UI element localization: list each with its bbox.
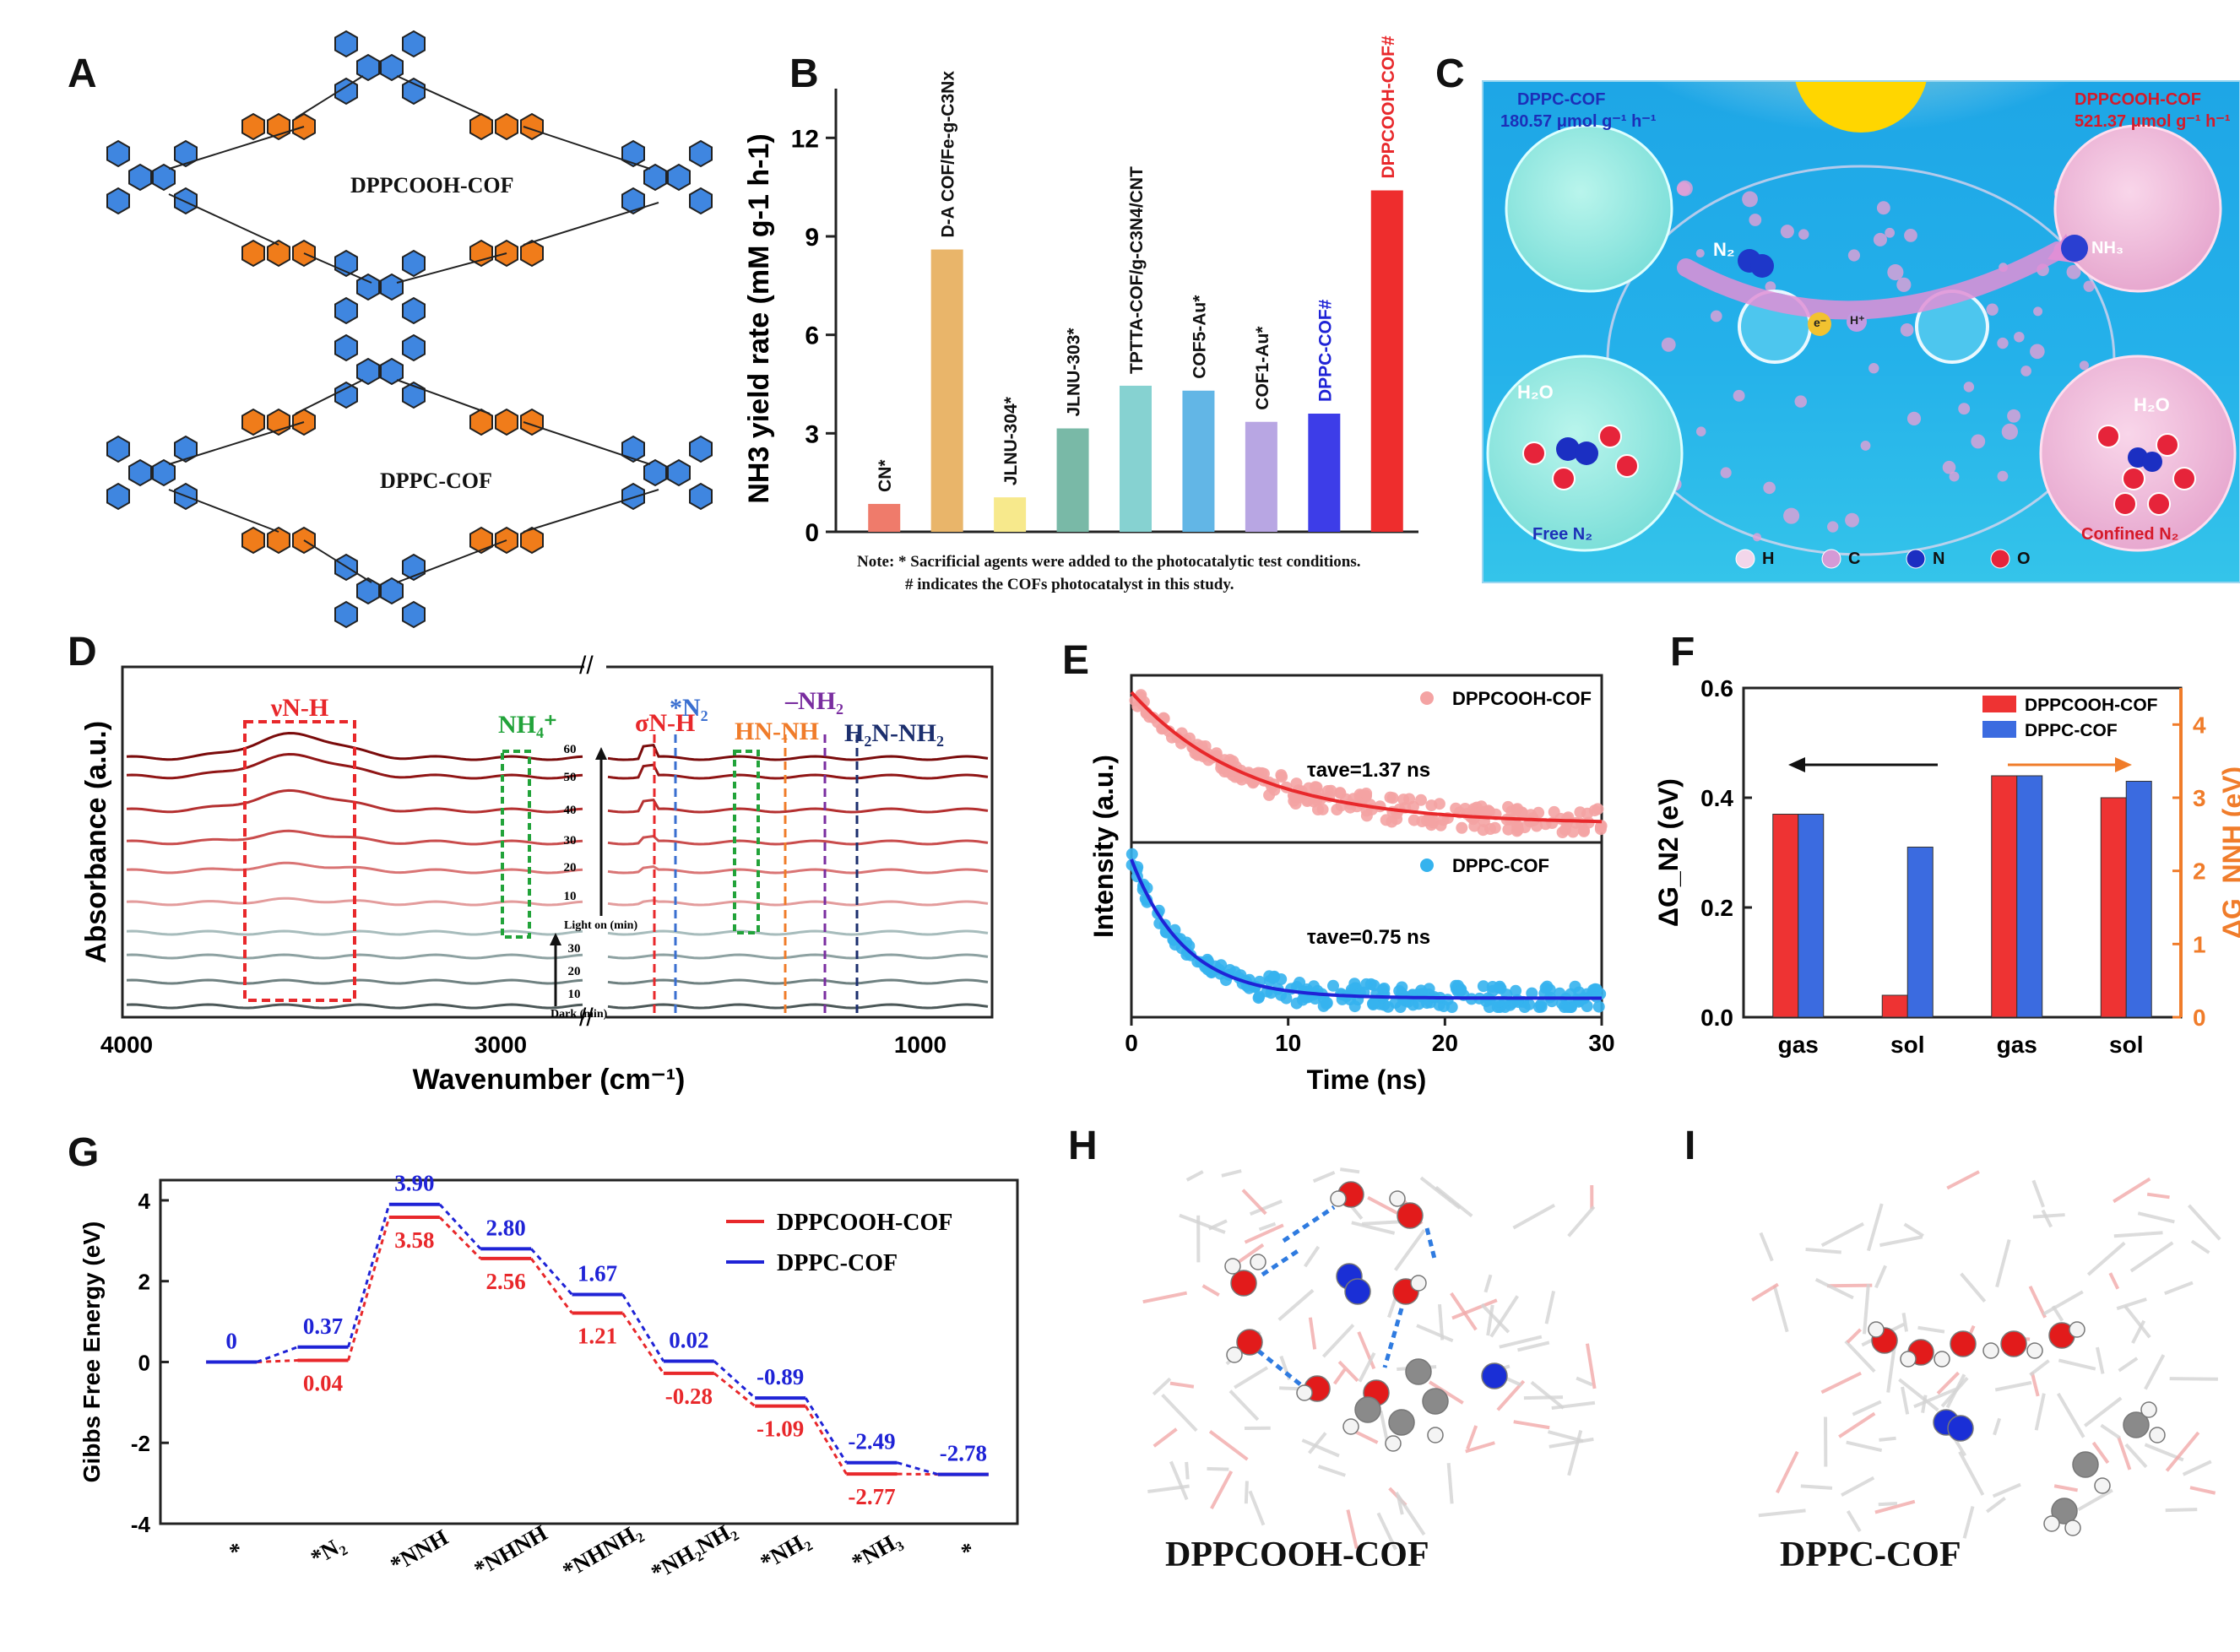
framework-stick [1846,1341,1874,1372]
framework-stick [2183,1461,2211,1475]
framework-stick [2114,1232,2163,1236]
framework-stick [2188,1205,2220,1239]
framework-stick [1848,1511,1860,1531]
framework-stick [1902,1387,1907,1414]
framework-stick [2088,1243,2124,1275]
framework-stick [1879,1503,1897,1504]
render-i [0,0,2240,1652]
framework-stick [1987,1498,2004,1512]
atom-H [1934,1351,1950,1367]
framework-stick [1995,1383,2031,1390]
render-i-caption: DPPC-COF [1780,1535,1961,1575]
framework-stick [2117,1299,2146,1308]
framework-stick [1947,1172,1979,1188]
atom-H [2150,1427,2165,1443]
framework-stick [2097,1347,2103,1373]
framework-stick [2102,1425,2120,1438]
framework-stick [1752,1284,1778,1300]
framework-stick [2138,1213,2174,1221]
framework-stick [1994,1418,1999,1434]
framework-stick [1839,1413,1874,1437]
framework-stick [2058,1360,2095,1368]
framework-stick [2118,1438,2129,1470]
atom-H [2065,1520,2080,1536]
framework-stick [1888,1347,1895,1393]
framework-stick [1847,1330,1860,1342]
atom-H [2044,1516,2059,1531]
framework-stick [1847,1443,1882,1451]
atom-H [2027,1343,2042,1358]
atom-H [1868,1322,1884,1337]
atom-H [2095,1478,2110,1493]
framework-stick [1775,1286,1787,1332]
framework-stick [2166,1509,2198,1510]
framework-stick [2190,1487,2216,1493]
framework-stick [1841,1478,1874,1496]
atom-O [2001,1331,2026,1357]
framework-stick [1960,1452,1983,1495]
framework-stick [1760,1232,1772,1260]
atom-C [2073,1452,2098,1477]
framework-stick [1852,1401,1880,1414]
framework-stick [2165,1282,2193,1293]
framework-stick [1905,1224,1923,1236]
framework-stick [1821,1373,1861,1393]
atom-H [2141,1402,2156,1417]
framework-stick [1759,1510,1806,1515]
framework-stick [2043,1292,2083,1314]
atom-N [1948,1416,1973,1441]
framework-stick [2110,1273,2118,1289]
framework-stick [2078,1490,2112,1509]
framework-stick [2167,1433,2198,1471]
framework-stick [2042,1211,2051,1227]
framework-stick [1816,1280,1853,1298]
framework-stick [2113,1178,2150,1201]
framework-stick [2145,1355,2164,1389]
framework-stick [2131,1243,2172,1271]
framework-stick [1993,1485,2020,1497]
framework-stick [1961,1274,1985,1302]
framework-stick [2058,1394,2084,1438]
atom-H [1901,1351,1916,1367]
framework-stick [1864,1284,1868,1334]
framework-stick [1997,1240,2009,1287]
framework-stick [2192,1241,2209,1253]
framework-stick [1806,1249,1841,1253]
framework-stick [2085,1398,2121,1426]
framework-stick [2032,1373,2038,1396]
framework-stick [1801,1486,1832,1488]
framework-stick [1879,1438,1896,1440]
framework-stick [1879,1237,1922,1245]
atom-H [1983,1343,1999,1358]
framework-stick [2037,1394,2044,1431]
framework-stick [1777,1452,1798,1492]
framework-stick [1918,1328,1944,1332]
framework-stick [1876,1265,1885,1287]
framework-stick [2119,1358,2138,1371]
framework-stick [2170,1378,2218,1379]
framework-stick [1822,1224,1863,1246]
framework-stick [2033,1215,2065,1217]
framework-stick [1904,1313,1907,1331]
framework-stick [2033,1180,2043,1206]
atom-H [2069,1322,2085,1337]
framework-stick [2054,1486,2077,1490]
framework-stick [2147,1194,2169,1198]
framework-stick [1965,1506,1973,1538]
framework-stick [2030,1361,2048,1375]
atom-O [1950,1331,1976,1357]
